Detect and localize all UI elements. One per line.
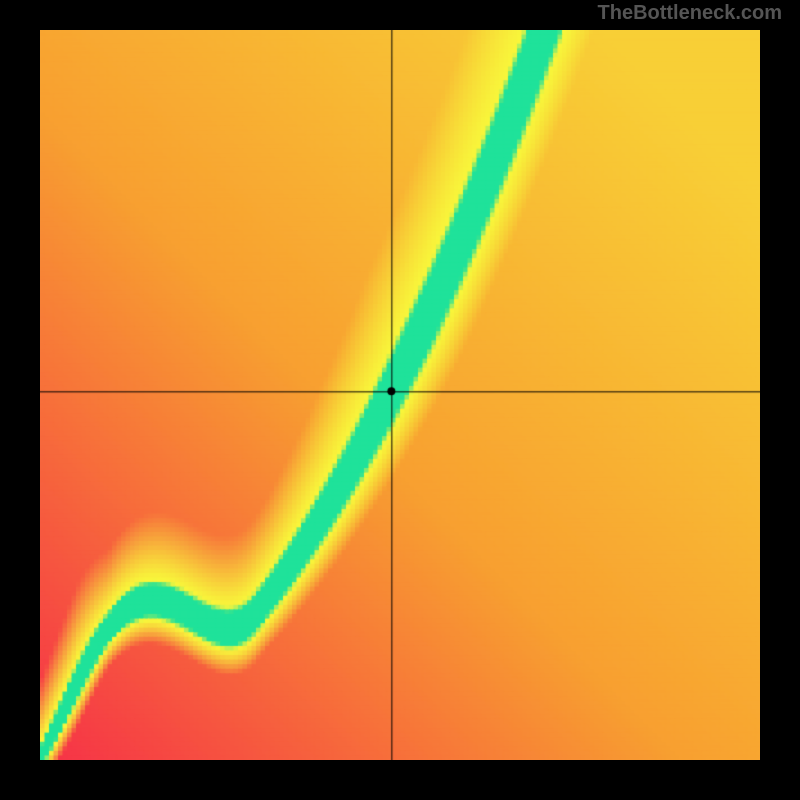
heatmap-canvas: [40, 30, 760, 760]
outer-frame: TheBottleneck.com: [0, 0, 800, 800]
watermark-text: TheBottleneck.com: [598, 2, 782, 25]
